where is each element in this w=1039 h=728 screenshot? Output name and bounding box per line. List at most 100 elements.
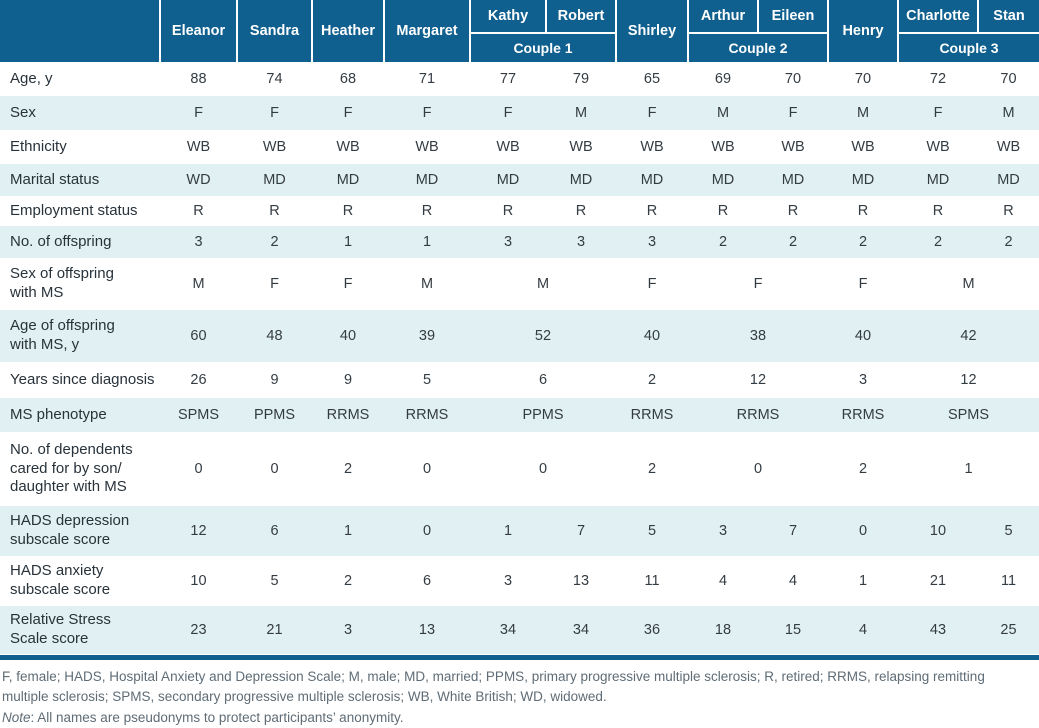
data-cell: F (647, 105, 657, 121)
data-cell: 2 (270, 234, 279, 250)
data-cell: WB (262, 139, 287, 155)
data-cell: 2 (647, 372, 657, 388)
table-row: No. of dependents cared for by son/ daug… (0, 432, 1039, 506)
data-cell: 0 (194, 461, 203, 477)
data-cell: 36 (643, 622, 661, 638)
data-cell: 3 (858, 372, 868, 388)
data-cell: RRMS (736, 407, 780, 423)
data-cell: F (194, 105, 203, 121)
data-cell: 18 (714, 622, 732, 638)
col-header-arthur: Arthur (687, 0, 758, 33)
data-cell: 0 (538, 461, 548, 477)
table-bottom-rule (0, 655, 1039, 660)
col-header-margaret: Margaret (383, 0, 470, 62)
data-cell: 4 (788, 573, 798, 589)
data-cell: R (502, 203, 514, 219)
data-cell: 9 (343, 372, 353, 388)
row-label: No. of dependents cared for by son/ daug… (10, 440, 133, 496)
data-cell: F (270, 276, 279, 292)
data-cell: M (716, 105, 730, 121)
data-cell: 5 (422, 372, 432, 388)
data-cell: WB (781, 139, 805, 155)
data-cell: MD (569, 172, 593, 188)
data-cell: 0 (858, 523, 868, 539)
data-cell: WB (336, 139, 360, 155)
data-cell: MD (496, 172, 520, 188)
data-cell: 1 (343, 234, 353, 250)
data-cell: 0 (270, 461, 279, 477)
data-cell: PPMS (253, 407, 296, 423)
data-cell: MD (711, 172, 735, 188)
data-cell: SPMS (177, 407, 220, 423)
data-cell: WB (415, 139, 439, 155)
data-cell: 2 (718, 234, 728, 250)
data-cell: 3 (503, 573, 513, 589)
data-cell: M (420, 276, 434, 292)
data-cell: R (857, 203, 869, 219)
data-cell: 43 (929, 622, 947, 638)
data-cell: 70 (784, 71, 802, 87)
data-cell: 12 (749, 372, 767, 388)
corner-cell (0, 0, 160, 62)
data-cell: 52 (534, 328, 552, 344)
data-cell: 70 (1000, 71, 1017, 87)
data-cell: 10 (190, 573, 207, 589)
data-cell: 2 (343, 461, 353, 477)
data-cell: 65 (643, 71, 661, 87)
data-cell: R (575, 203, 587, 219)
data-cell: 11 (644, 573, 660, 589)
data-cell: WB (640, 139, 664, 155)
data-cell: 1 (343, 523, 353, 539)
data-cell: MD (997, 172, 1020, 188)
data-cell: F (933, 105, 943, 121)
data-cell: 2 (933, 234, 943, 250)
data-cell: 2 (1004, 234, 1013, 250)
data-cell: 70 (854, 71, 872, 87)
data-cell: R (1003, 203, 1014, 219)
data-cell: 5 (647, 523, 657, 539)
data-cell: R (193, 203, 204, 219)
note-text: Note: All names are pseudonyms to protec… (2, 708, 1035, 728)
table-row: Marital status WD MD MD MD MD MD MD MD MD MD MD MD (0, 164, 1039, 196)
table-row: Sex F F F F F M F M F M F M (0, 96, 1039, 130)
data-cell: 12 (190, 523, 207, 539)
table-body: Age, y 88 74 68 71 77 79 65 69 70 70 72 70 Sex F F F F F M F… (0, 62, 1039, 654)
abbreviations-text: F, female; HADS, Hospital Anxiety and De… (2, 669, 985, 705)
col-header-robert: Robert (545, 0, 616, 33)
row-label: No. of offspring (10, 232, 112, 250)
row-label: Sex (10, 103, 36, 121)
data-cell: 40 (854, 328, 872, 344)
row-label: Employment status (10, 201, 138, 219)
data-cell: 7 (576, 523, 586, 539)
data-cell: 2 (343, 573, 353, 589)
row-label: Age of offspring with MS, y (10, 317, 115, 353)
data-cell: WB (186, 139, 211, 155)
col-header-eleanor: Eleanor (159, 0, 237, 62)
data-cell: SPMS (947, 407, 990, 423)
data-cell: 3 (718, 523, 728, 539)
data-cell: F (503, 105, 513, 121)
data-cell: MD (415, 172, 439, 188)
data-cell: M (962, 276, 975, 292)
data-cell: 0 (422, 461, 432, 477)
data-cell: 60 (190, 328, 207, 344)
data-cell: MD (336, 172, 360, 188)
data-cell: M (856, 105, 870, 121)
data-cell: 1 (422, 234, 432, 250)
data-cell: 6 (538, 372, 548, 388)
table-footnotes: F, female; HADS, Hospital Anxiety and De… (0, 660, 1039, 728)
data-cell: 4 (858, 622, 868, 638)
data-cell: 3 (647, 234, 657, 250)
data-cell: 72 (929, 71, 947, 87)
row-label: Marital status (10, 170, 100, 188)
table-header: Eleanor Sandra Heather Margaret Kathy Robert S… (0, 0, 1039, 62)
data-cell: WB (569, 139, 593, 155)
data-cell: R (421, 203, 433, 219)
data-cell: 10 (929, 523, 947, 539)
data-cell: F (343, 276, 353, 292)
row-label: HADS anxiety subscale score (10, 562, 111, 598)
row-label: Sex of offspring with MS (10, 265, 114, 301)
data-cell: 77 (499, 71, 517, 87)
table-row: Employment status R R R R R R R R R R R R (0, 196, 1039, 226)
couple-header: Couple 3 (897, 32, 1039, 62)
